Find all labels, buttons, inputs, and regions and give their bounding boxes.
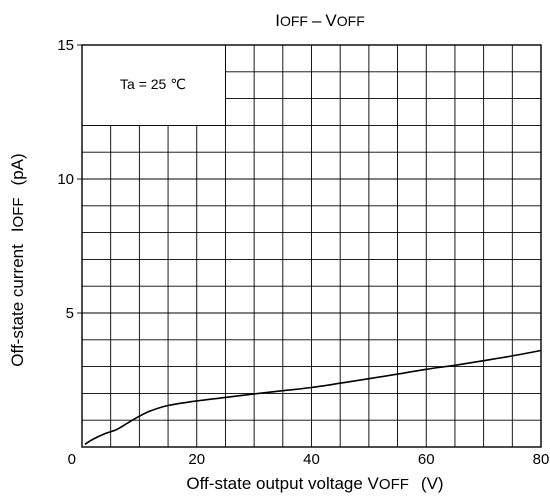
x-tick-label: 80 [533,451,550,468]
y-axis-label-text: Off-state current [8,244,27,367]
y-axis-label-symbol: I [8,227,27,232]
chart-title: IOFF – VOFF [275,11,365,30]
tick-labels: 5 10 15 0 20 40 60 80 [57,37,549,468]
y-axis-label: Off-state current IOFF (pA) [8,153,27,366]
x-tick-label: 20 [188,451,205,468]
x-tick-label: 60 [418,451,435,468]
x-axis-label: Off-state output voltage VOFF (V) [186,474,443,493]
x-axis-label-sub: OFF [379,476,409,493]
x-tick-label: 0 [68,451,76,468]
plot-frame [81,44,542,448]
y-tick-label: 15 [57,37,74,54]
y-axis-label-unit: (pA) [8,153,27,185]
series-line-0 [84,349,542,445]
title-current-symbol: I [275,11,280,30]
y-axis-label-sub: OFF [10,197,27,227]
x-axis-label-text: Off-state output voltage V [186,474,379,493]
annotation-temperature: Ta = 25 ℃ [120,76,186,92]
title-current-sub: OFF [280,13,308,29]
title-dash: – [312,11,322,30]
y-tick-label: 5 [66,305,74,322]
series-layer [84,349,542,445]
y-tick-label: 10 [57,171,74,188]
x-axis-label-unit: (V) [421,474,444,493]
title-voltage-sub: OFF [337,13,365,29]
title-voltage-symbol: V [325,11,337,30]
grid [77,44,542,448]
x-tick-label: 40 [303,451,320,468]
